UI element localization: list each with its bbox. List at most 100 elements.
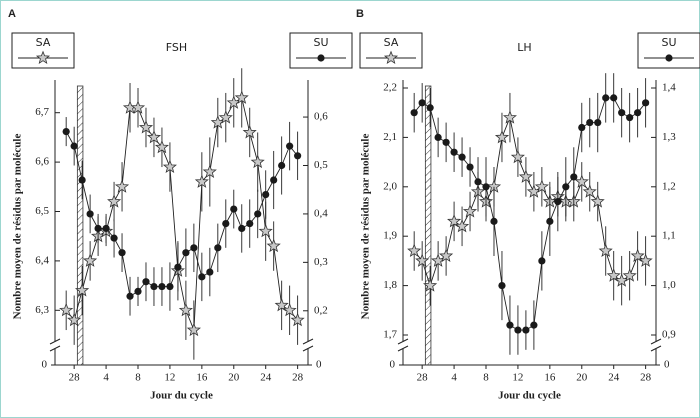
star-marker bbox=[510, 149, 525, 164]
axis-break bbox=[397, 338, 409, 352]
star-marker bbox=[415, 253, 430, 267]
panel-label: B bbox=[356, 8, 364, 20]
x-tick-label: 16 bbox=[544, 372, 556, 384]
circle-marker bbox=[230, 205, 238, 213]
circle-marker bbox=[610, 94, 618, 102]
circle-marker bbox=[286, 142, 294, 150]
y-tick-label: 6,5 bbox=[35, 205, 49, 217]
star-marker bbox=[234, 90, 249, 104]
star-marker bbox=[534, 179, 549, 193]
circle-marker bbox=[142, 278, 150, 286]
circle-marker bbox=[94, 224, 102, 233]
circle-marker bbox=[546, 217, 554, 225]
y2-tick-label: 1,4 bbox=[662, 82, 676, 94]
x-tick-label: 8 bbox=[483, 372, 489, 384]
x-axis-label: Jour du cycle bbox=[498, 390, 561, 402]
circle-marker bbox=[410, 109, 418, 117]
x-tick-label: 4 bbox=[451, 372, 457, 384]
y2-tick-label: 0,5 bbox=[314, 159, 328, 171]
y-break-label: 0 bbox=[42, 359, 48, 371]
circle-marker bbox=[278, 161, 286, 170]
circle-marker bbox=[110, 234, 118, 242]
legend-marker bbox=[35, 50, 51, 64]
legend-marker bbox=[383, 50, 399, 64]
circle-marker bbox=[498, 282, 506, 290]
circle-marker bbox=[602, 94, 610, 102]
chart-title: LH bbox=[517, 41, 531, 54]
circle-marker bbox=[134, 287, 142, 296]
y-tick-label: 6,6 bbox=[35, 156, 49, 168]
star-marker bbox=[606, 268, 621, 282]
circle-marker bbox=[578, 123, 586, 132]
circle-marker bbox=[538, 257, 546, 265]
circle-marker bbox=[86, 210, 94, 218]
legend-label: SA bbox=[36, 36, 51, 49]
legend-box bbox=[11, 32, 75, 69]
star-marker bbox=[75, 283, 90, 297]
y-tick-label: 2,1 bbox=[383, 131, 397, 143]
circle-marker bbox=[618, 109, 626, 117]
x-tick-label: 24 bbox=[260, 372, 272, 384]
circle-marker bbox=[474, 178, 482, 186]
circle-marker bbox=[78, 176, 86, 184]
y2-tick-label: 0,9 bbox=[662, 329, 676, 341]
circle-marker bbox=[150, 282, 158, 291]
x-tick-label: 8 bbox=[135, 372, 141, 384]
circle-marker bbox=[426, 104, 434, 112]
x-tick-label: 28 bbox=[417, 372, 429, 384]
circle-marker bbox=[554, 198, 562, 206]
star-marker bbox=[282, 302, 297, 317]
circle-marker bbox=[594, 118, 602, 127]
circle-marker bbox=[450, 148, 458, 156]
y2-tick-label: 1,3 bbox=[662, 131, 676, 143]
circle-marker bbox=[254, 210, 262, 218]
star-marker bbox=[494, 129, 510, 144]
star-marker bbox=[455, 218, 470, 233]
x-tick-label: 28 bbox=[640, 372, 652, 384]
star-marker bbox=[130, 100, 146, 114]
circle-marker bbox=[294, 152, 302, 160]
x-tick-label: 4 bbox=[103, 372, 109, 384]
circle-marker bbox=[570, 173, 578, 181]
star-marker bbox=[202, 164, 217, 179]
star-marker bbox=[582, 184, 597, 198]
star-marker bbox=[290, 312, 305, 327]
y2-tick-label: 1,0 bbox=[662, 279, 676, 291]
circle-marker bbox=[198, 273, 206, 281]
star-marker bbox=[114, 179, 130, 193]
y-tick-label: 2,0 bbox=[383, 180, 397, 192]
y2-break-label: 0 bbox=[316, 359, 322, 371]
x-tick-label: 12 bbox=[512, 372, 523, 384]
y-axis-label: Nombre moyen de résidus par molécule bbox=[12, 134, 24, 320]
circle-marker bbox=[158, 282, 166, 291]
y2-tick-label: 0,6 bbox=[314, 111, 328, 123]
x-tick-label: 20 bbox=[228, 372, 240, 384]
star-marker bbox=[194, 174, 209, 188]
circle-marker bbox=[102, 224, 110, 233]
star-marker bbox=[622, 268, 637, 282]
y2-break-label: 0 bbox=[664, 359, 670, 371]
star-marker bbox=[590, 194, 605, 208]
star-marker bbox=[407, 243, 422, 258]
circle-marker bbox=[246, 220, 254, 228]
x-tick-label: 24 bbox=[608, 372, 620, 384]
star-marker bbox=[574, 174, 589, 188]
star-marker bbox=[242, 125, 257, 139]
legend-box bbox=[637, 32, 700, 69]
star-marker bbox=[439, 248, 454, 262]
y-tick-label: 1,8 bbox=[383, 279, 397, 291]
circle-marker bbox=[418, 99, 426, 107]
x-tick-label: 16 bbox=[196, 372, 208, 384]
circle-marker bbox=[490, 217, 498, 225]
y-tick-label: 6,7 bbox=[35, 106, 49, 118]
series-line bbox=[413, 116, 646, 288]
y2-tick-label: 0,4 bbox=[314, 207, 328, 219]
legend-box bbox=[359, 32, 423, 69]
legend-marker bbox=[665, 54, 673, 62]
y2-tick-label: 0,3 bbox=[314, 256, 328, 268]
star-marker bbox=[447, 213, 462, 228]
circle-marker bbox=[270, 176, 278, 184]
y-break-label: 0 bbox=[390, 359, 396, 371]
